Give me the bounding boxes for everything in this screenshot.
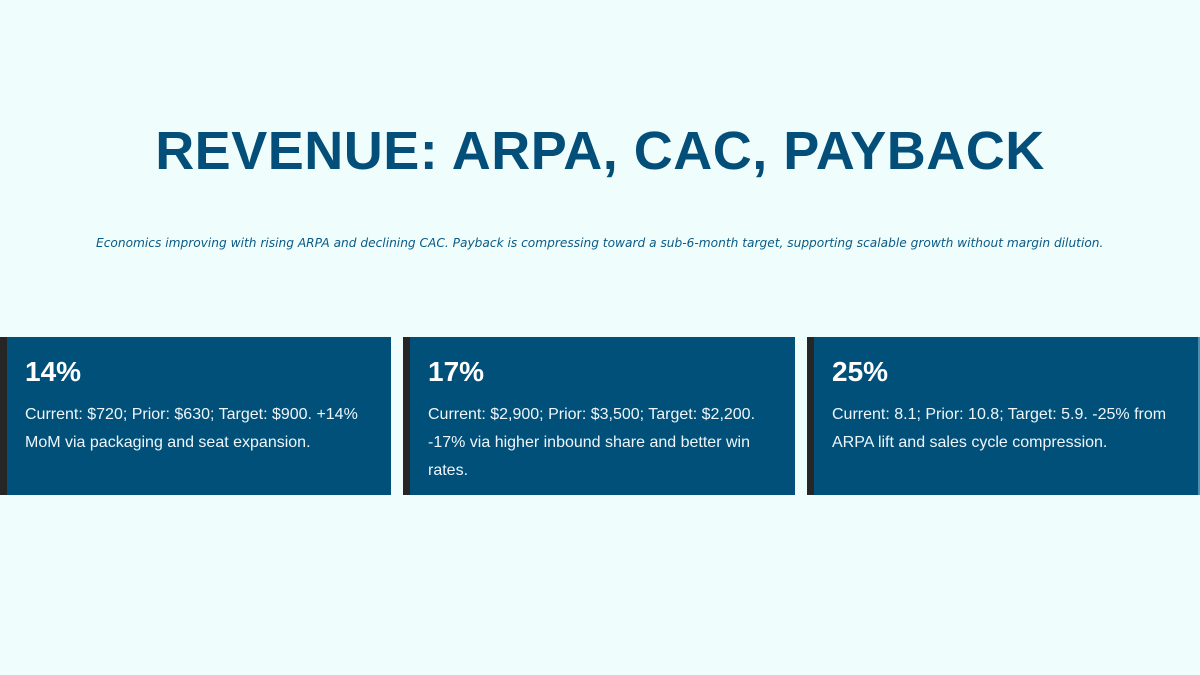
metric-value: 25% xyxy=(832,356,889,387)
metric-description: Current: $2,900; Prior: $3,500; Target: … xyxy=(428,406,756,479)
slide-subtitle: Economics improving with rising ARPA and… xyxy=(96,236,1104,250)
metric-description: Current: $720; Prior: $630; Target: $900… xyxy=(25,406,358,451)
metric-card-payback: 25% Current: 8.1; Prior: 10.8; Target: 5… xyxy=(807,337,1200,495)
metric-description: Current: 8.1; Prior: 10.8; Target: 5.9. … xyxy=(832,406,1167,451)
metric-card-arpa: 14% Current: $720; Prior: $630; Target: … xyxy=(0,337,391,495)
metric-cards: 14% Current: $720; Prior: $630; Target: … xyxy=(0,337,1200,495)
metric-card-cac: 17% Current: $2,900; Prior: $3,500; Targ… xyxy=(403,337,795,495)
metric-value: 17% xyxy=(428,356,485,387)
metric-value: 14% xyxy=(25,356,82,387)
slide-title: REVENUE: ARPA, CAC, PAYBACK xyxy=(155,121,1045,181)
